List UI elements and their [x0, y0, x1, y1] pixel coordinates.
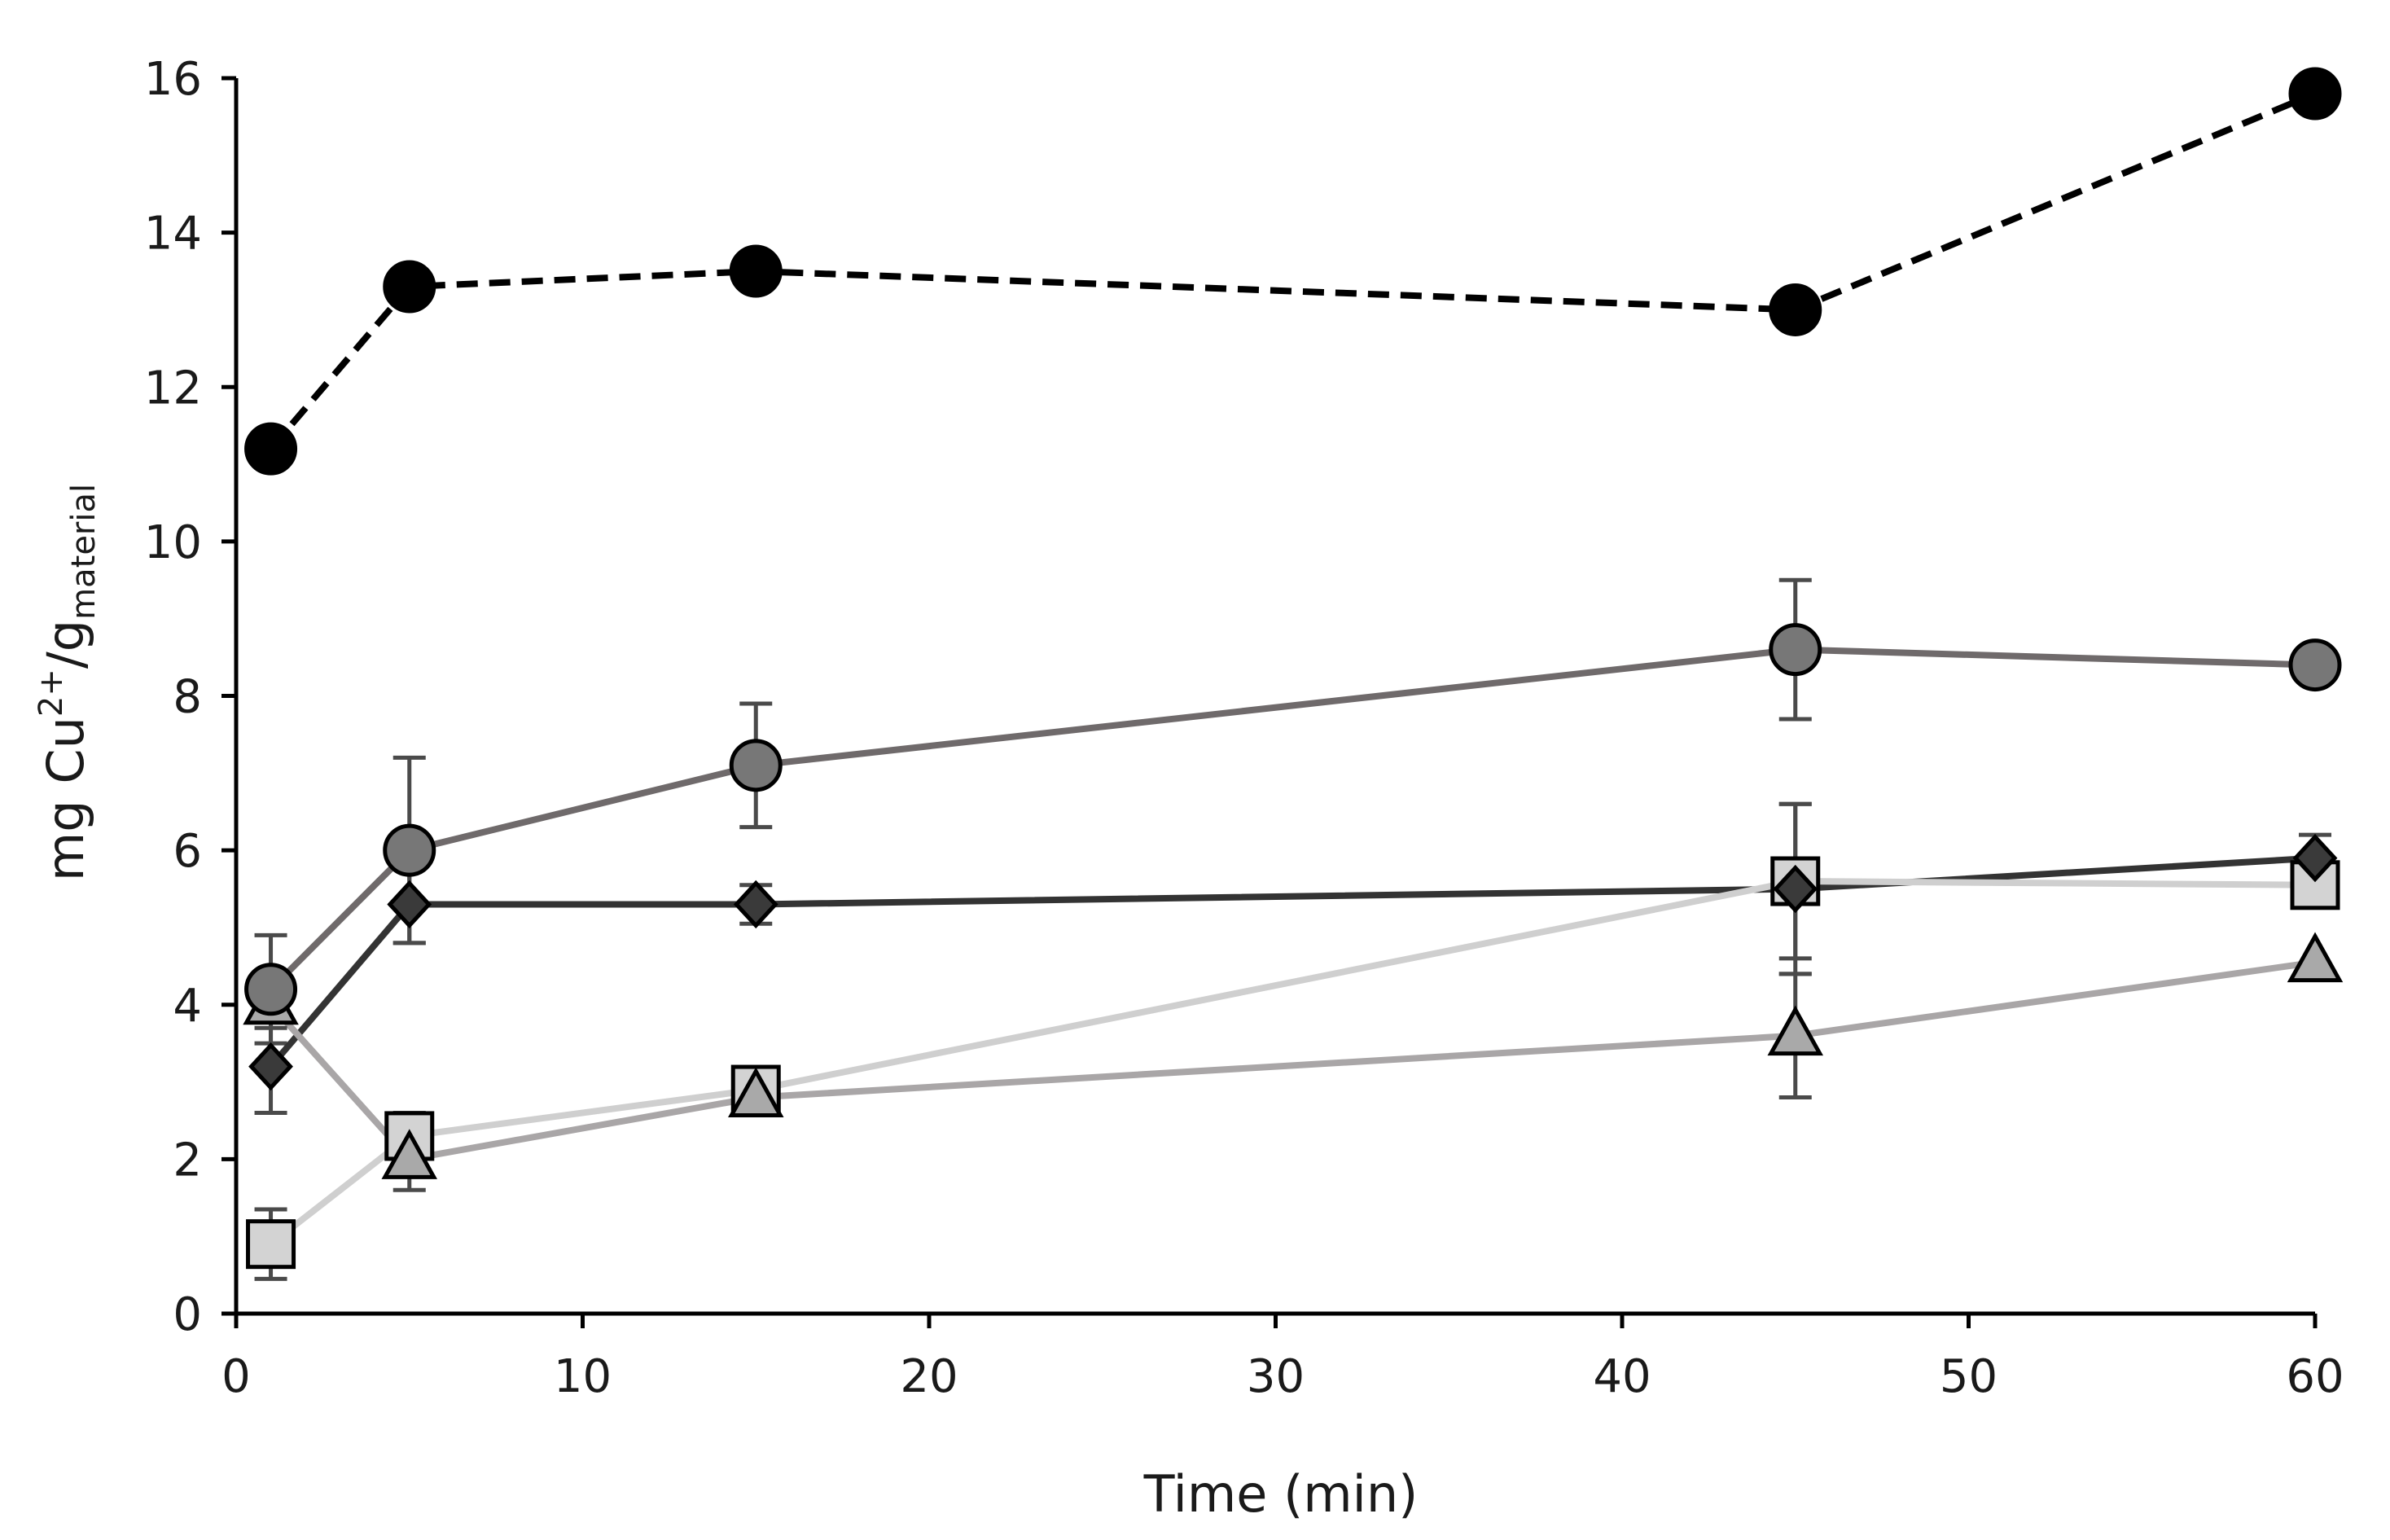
series-line-gray-triangles [268, 959, 2316, 1163]
series-points-gray-triangles [243, 932, 2344, 1179]
data-point-circle [729, 244, 783, 298]
data-point-square [246, 1219, 296, 1270]
data-point-diamond [248, 1042, 293, 1091]
data-point-circle [2288, 67, 2342, 121]
data-point-circle [244, 963, 298, 1016]
data-point-circle [2288, 638, 2342, 692]
series-black-circles-dashed [268, 90, 2317, 451]
y-tick-label: 6 [173, 825, 202, 878]
x-tick-label: 30 [1247, 1350, 1305, 1403]
series-line-dark-diamonds [268, 854, 2316, 1069]
x-tick-label: 20 [900, 1350, 958, 1403]
data-point-diamond [2292, 833, 2338, 883]
y-tick-label: 2 [173, 1134, 202, 1187]
data-point-triangle [381, 1129, 437, 1179]
y-ticks: 0 2 4 6 8 10 12 14 16 [144, 53, 236, 1341]
y-axis-title-slash-g: /g [36, 620, 95, 669]
data-point-triangle [1767, 1005, 1823, 1056]
y-tick-label: 8 [173, 671, 202, 724]
x-tick-label: 50 [1940, 1350, 1998, 1403]
y-tick-label: 16 [144, 53, 202, 106]
data-point-circle [1769, 623, 1822, 677]
y-tick-label: 12 [144, 362, 202, 415]
x-tick-label: 10 [554, 1350, 612, 1403]
y-tick-label: 0 [173, 1288, 202, 1341]
data-point-circle [244, 422, 298, 476]
series-points-dark-diamonds [248, 833, 2338, 1091]
y-tick-label: 10 [144, 516, 202, 569]
data-point-diamond [387, 880, 432, 929]
y-axis-title-subscript: material [65, 484, 103, 620]
data-point-circle [1769, 283, 1822, 336]
y-axis-title-superscript: 2+ [33, 669, 70, 717]
axes-layer: 0 2 4 6 8 10 12 14 16 0 10 20 30 40 50 60 [144, 53, 2344, 1403]
x-ticks: 0 10 20 30 40 50 60 [221, 1314, 2344, 1403]
y-tick-label: 4 [173, 980, 202, 1033]
data-point-triangle [2287, 932, 2344, 983]
series-line-dark-gray-circles [268, 646, 2316, 992]
series-dark-gray-circles [254, 577, 2316, 1046]
data-point-diamond [733, 880, 778, 929]
x-tick-label: 40 [1593, 1350, 1651, 1403]
data-point-diamond [1773, 864, 1818, 914]
series-points-black-circles-dashed [244, 67, 2342, 476]
x-axis-title: Time (min) [1143, 1464, 1419, 1524]
series-line-black-circles-dashed [268, 90, 2317, 451]
x-tick-label: 0 [221, 1350, 251, 1403]
y-axis-title-main: mg Cu [36, 717, 95, 881]
series-points-dark-gray-circles [244, 623, 2342, 1016]
points-layer [243, 67, 2344, 1270]
series-layer [254, 90, 2331, 1281]
y-tick-label: 14 [144, 208, 202, 261]
series-gray-triangles [254, 959, 2316, 1192]
data-point-triangle [728, 1067, 784, 1118]
data-point-circle [383, 260, 436, 314]
x-tick-label: 60 [2286, 1350, 2344, 1403]
y-axis-title: mg Cu2+/gmaterial [33, 484, 103, 881]
data-point-circle [729, 739, 783, 792]
data-point-circle [383, 823, 436, 877]
